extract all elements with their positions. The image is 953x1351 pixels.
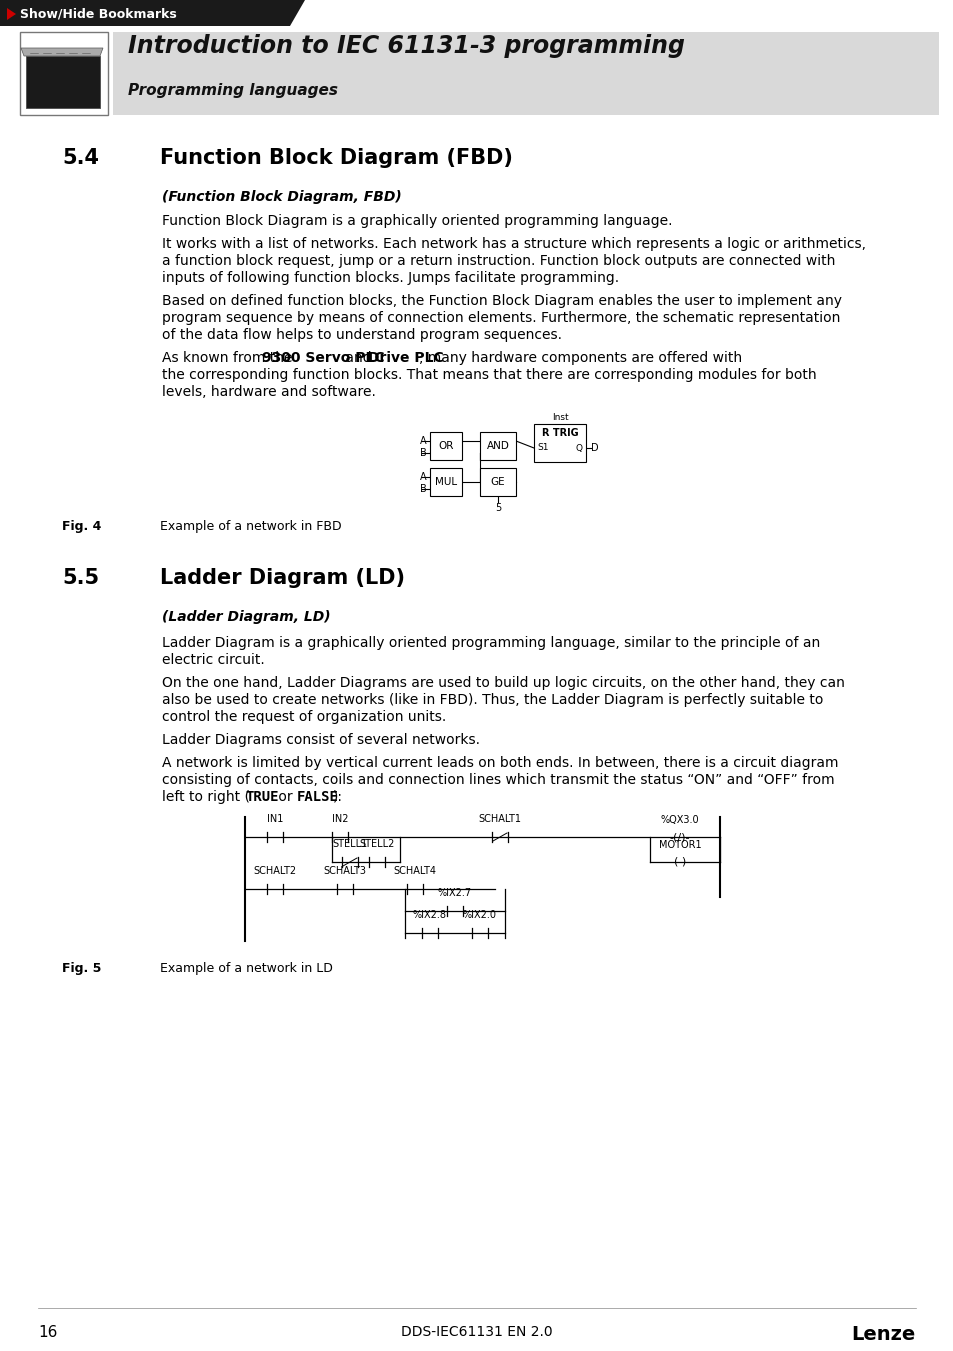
Text: A: A	[420, 436, 427, 446]
Text: OR: OR	[437, 440, 454, 451]
Text: MUL: MUL	[435, 477, 456, 486]
Bar	[20, 32, 108, 115]
Bar	[26, 55, 100, 108]
Bar	[112, 32, 938, 115]
Text: B: B	[420, 449, 427, 458]
Text: On the one hand, Ladder Diagrams are used to build up logic circuits, on the oth: On the one hand, Ladder Diagrams are use…	[162, 676, 844, 690]
Text: Function Block Diagram (FBD): Function Block Diagram (FBD)	[160, 149, 513, 168]
Text: As known from the: As known from the	[162, 351, 296, 365]
Text: , many hardware components are offered with: , many hardware components are offered w…	[418, 351, 741, 365]
Text: GE: GE	[490, 477, 505, 486]
Text: S1: S1	[537, 443, 548, 453]
Text: Fig. 4: Fig. 4	[62, 520, 101, 534]
Text: A network is limited by vertical current leads on both ends. In between, there i: A network is limited by vertical current…	[162, 757, 838, 770]
Text: Based on defined function blocks, the Function Block Diagram enables the user to: Based on defined function blocks, the Fu…	[162, 295, 841, 308]
Text: levels, hardware and software.: levels, hardware and software.	[162, 385, 375, 399]
Text: %QX3.0: %QX3.0	[660, 815, 699, 825]
Text: D: D	[590, 443, 598, 453]
Text: A: A	[420, 471, 427, 482]
Text: Example of a network in FBD: Example of a network in FBD	[160, 520, 341, 534]
Text: Programming languages: Programming languages	[128, 82, 337, 97]
Text: 5.5: 5.5	[62, 567, 99, 588]
Text: consisting of contacts, coils and connection lines which transmit the status “ON: consisting of contacts, coils and connec…	[162, 773, 834, 788]
Bar	[479, 467, 516, 496]
Text: a function block request, jump or a return instruction. Function block outputs a: a function block request, jump or a retu…	[162, 254, 835, 267]
Text: IN2: IN2	[332, 815, 348, 824]
Polygon shape	[0, 0, 305, 26]
Text: SCHALT2: SCHALT2	[253, 866, 296, 875]
Text: ):: ):	[333, 790, 342, 804]
Text: TRUE: TRUE	[246, 790, 279, 804]
Text: -(/)-: -(/)-	[669, 832, 690, 842]
Text: Ladder Diagram (LD): Ladder Diagram (LD)	[160, 567, 405, 588]
Polygon shape	[21, 49, 103, 55]
Text: Introduction to IEC 61131-3 programming: Introduction to IEC 61131-3 programming	[128, 34, 684, 58]
Text: It works with a list of networks. Each network has a structure which represents : It works with a list of networks. Each n…	[162, 236, 865, 251]
Text: Function Block Diagram is a graphically oriented programming language.: Function Block Diagram is a graphically …	[162, 213, 672, 228]
Text: 5.4: 5.4	[62, 149, 99, 168]
Text: SCHALT3: SCHALT3	[323, 866, 366, 875]
Text: Show/Hide Bookmarks: Show/Hide Bookmarks	[20, 8, 176, 20]
Text: 5: 5	[495, 503, 500, 513]
Text: %IX2.7: %IX2.7	[437, 888, 472, 898]
Text: %IX2.8: %IX2.8	[413, 911, 447, 920]
Polygon shape	[7, 8, 16, 20]
Text: %IX2.0: %IX2.0	[462, 911, 497, 920]
Text: IN1: IN1	[267, 815, 283, 824]
Text: Ladder Diagram is a graphically oriented programming language, similar to the pr: Ladder Diagram is a graphically oriented…	[162, 636, 820, 650]
Text: B: B	[420, 484, 427, 494]
Text: electric circuit.: electric circuit.	[162, 653, 265, 667]
Text: of the data flow helps to understand program sequences.: of the data flow helps to understand pro…	[162, 328, 561, 342]
Text: STELL2: STELL2	[359, 839, 395, 848]
Text: R TRIG: R TRIG	[541, 428, 578, 438]
Text: and: and	[340, 351, 375, 365]
Text: DDS-IEC61131 EN 2.0: DDS-IEC61131 EN 2.0	[401, 1325, 552, 1339]
Text: -( )-: -( )-	[669, 857, 689, 867]
Text: SCHALT1: SCHALT1	[478, 815, 521, 824]
Text: STELL1: STELL1	[332, 839, 367, 848]
Text: inputs of following function blocks. Jumps facilitate programming.: inputs of following function blocks. Jum…	[162, 272, 618, 285]
Text: AND: AND	[486, 440, 509, 451]
Text: 9300 Servo PLC: 9300 Servo PLC	[262, 351, 385, 365]
Bar	[430, 467, 461, 496]
Text: Ladder Diagrams consist of several networks.: Ladder Diagrams consist of several netwo…	[162, 734, 479, 747]
Text: 16: 16	[38, 1325, 57, 1340]
Text: (Ladder Diagram, LD): (Ladder Diagram, LD)	[162, 611, 331, 624]
Text: Drive PLC: Drive PLC	[368, 351, 444, 365]
Text: left to right (: left to right (	[162, 790, 250, 804]
Text: the corresponding function blocks. That means that there are corresponding modul: the corresponding function blocks. That …	[162, 367, 816, 382]
Text: Fig. 5: Fig. 5	[62, 962, 101, 975]
Text: Example of a network in LD: Example of a network in LD	[160, 962, 333, 975]
Text: Inst: Inst	[551, 413, 568, 422]
Text: control the request of organization units.: control the request of organization unit…	[162, 711, 446, 724]
Text: also be used to create networks (like in FBD). Thus, the Ladder Diagram is perfe: also be used to create networks (like in…	[162, 693, 822, 707]
Text: FALSE: FALSE	[296, 790, 338, 804]
Text: Lenze: Lenze	[851, 1325, 915, 1344]
Text: SCHALT4: SCHALT4	[393, 866, 436, 875]
Bar	[534, 424, 585, 462]
Text: Q: Q	[576, 443, 582, 453]
Text: (Function Block Diagram, FBD): (Function Block Diagram, FBD)	[162, 190, 401, 204]
Bar	[430, 432, 461, 459]
Text: or: or	[274, 790, 297, 804]
Text: MOTOR1: MOTOR1	[658, 840, 700, 850]
Bar	[479, 432, 516, 459]
Text: program sequence by means of connection elements. Furthermore, the schematic rep: program sequence by means of connection …	[162, 311, 840, 326]
